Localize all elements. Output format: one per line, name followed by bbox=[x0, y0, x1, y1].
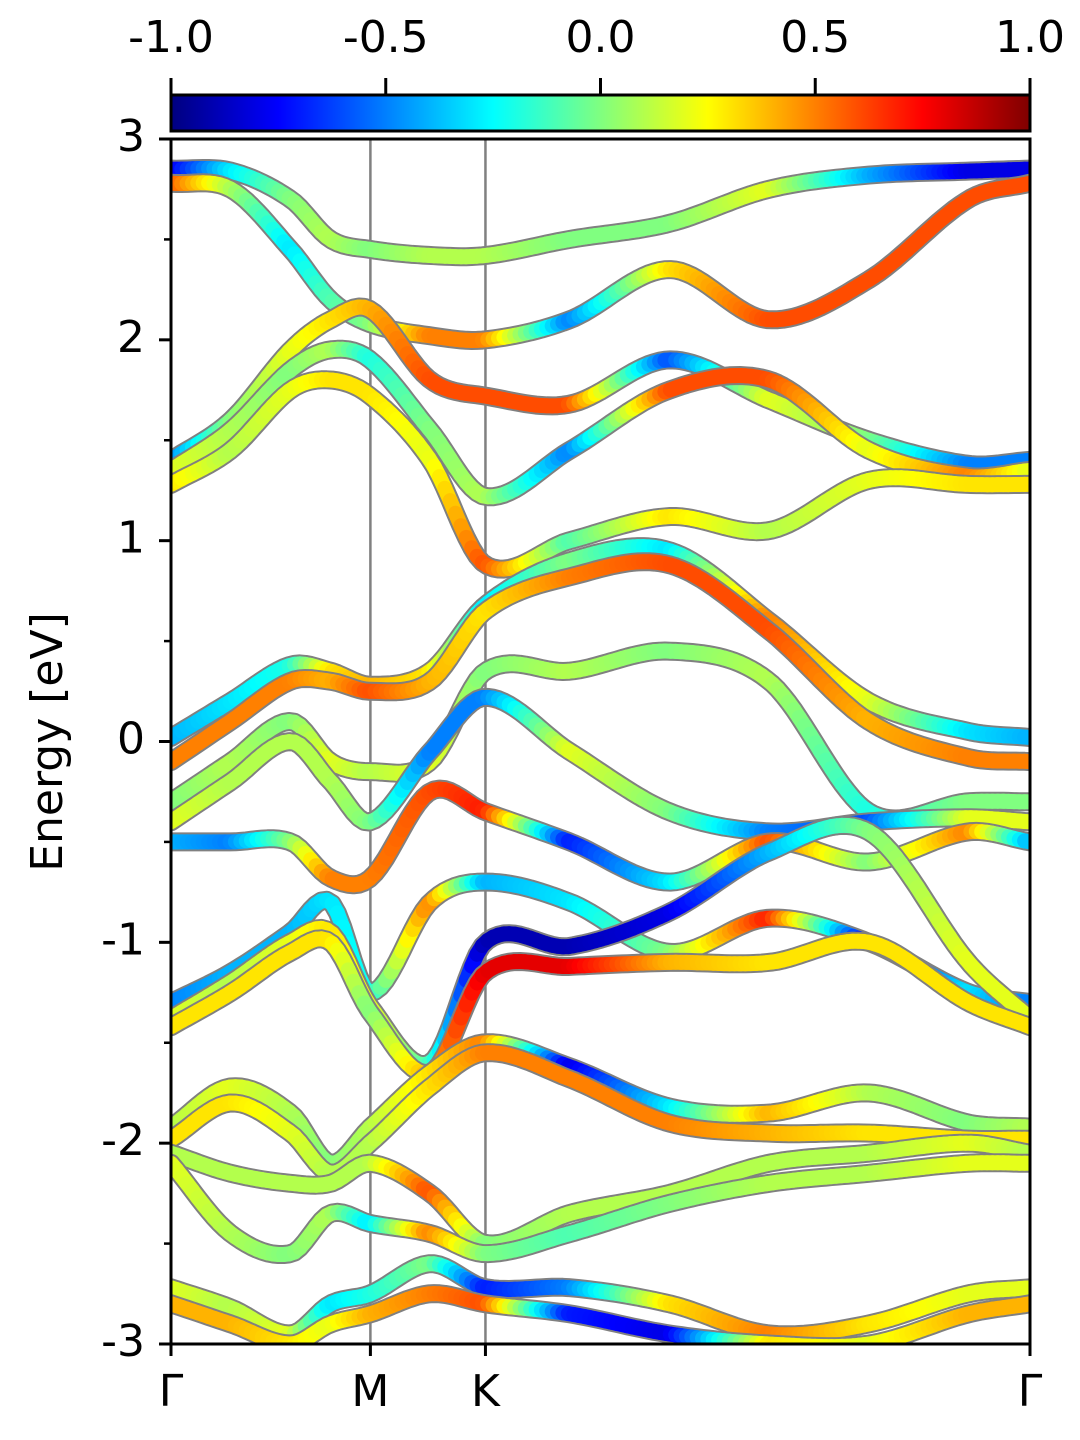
y-tick-label: 2 bbox=[117, 312, 145, 363]
band-17 bbox=[171, 1153, 1030, 1264]
colorbar-gradient bbox=[169, 93, 1032, 133]
colorbar-tick-label: -1.0 bbox=[128, 12, 214, 63]
colorbar-tick-label: -0.5 bbox=[343, 12, 429, 63]
band-2 bbox=[171, 173, 1030, 350]
x-tick-label: Γ bbox=[1018, 1366, 1043, 1417]
x-tick-label: K bbox=[471, 1366, 501, 1417]
band-5 bbox=[171, 370, 1030, 579]
y-tick-label: -2 bbox=[101, 1115, 145, 1166]
colorbar: -1.0 -0.5 0.0 0.5 1.0 bbox=[128, 12, 1065, 133]
colorbar-tick-label: 1.0 bbox=[995, 12, 1065, 63]
y-tick-label: 1 bbox=[117, 513, 145, 564]
y-tick-label: -3 bbox=[101, 1316, 145, 1367]
colorbar-ticks: -1.0 -0.5 0.0 0.5 1.0 bbox=[128, 12, 1065, 95]
band-16 bbox=[171, 1133, 1030, 1254]
y-tick-label: 0 bbox=[117, 714, 145, 765]
bands bbox=[171, 159, 1030, 1344]
x-tick-label: M bbox=[351, 1366, 389, 1417]
band-18 bbox=[171, 1254, 1030, 1344]
band-13 bbox=[171, 929, 1030, 1083]
band-15 bbox=[171, 1043, 1030, 1183]
colorbar-tick-label: 0.0 bbox=[566, 12, 636, 63]
band-4 bbox=[171, 339, 1030, 507]
y-axis-label: Energy [eV] bbox=[22, 612, 73, 872]
y-tick-label: -1 bbox=[101, 914, 145, 965]
band-1 bbox=[171, 159, 1030, 267]
plot-area: -3 -2 -1 0 1 2 3 Γ M K Γ Energy [eV] bbox=[22, 111, 1043, 1417]
y-tick-label: 3 bbox=[117, 111, 145, 162]
y-axis: -3 -2 -1 0 1 2 3 bbox=[101, 111, 171, 1367]
band-7 bbox=[171, 552, 1030, 772]
x-tick-label: Γ bbox=[159, 1366, 184, 1417]
colorbar-tick-label: 0.5 bbox=[780, 12, 850, 63]
